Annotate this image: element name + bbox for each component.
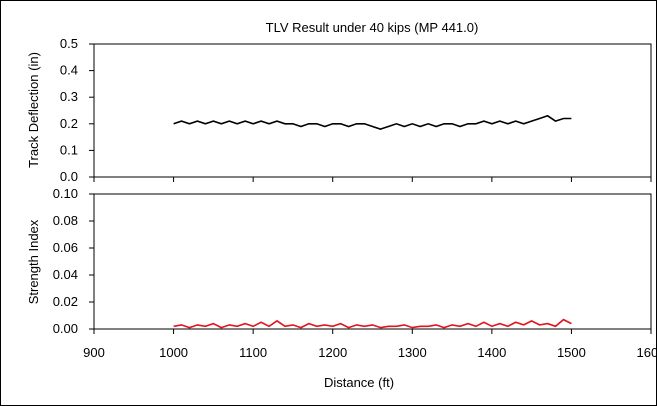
top-y-axis-label: Track Deflection (in) [26, 52, 41, 168]
y-tick-label: 0.10 [53, 186, 78, 201]
x-tick-label: 900 [83, 345, 105, 360]
y-tick-label: 0.2 [60, 116, 78, 131]
x-tick-label: 1100 [239, 345, 267, 360]
chart-title: TLV Result under 40 kips (MP 441.0) [266, 20, 479, 35]
x-tick-label: 1300 [398, 345, 427, 360]
y-tick-label: 0.02 [53, 294, 78, 309]
y-tick-label: 0.04 [53, 267, 78, 282]
deflection-series-line [173, 114, 572, 130]
y-tick-label: 0.08 [53, 213, 78, 228]
x-tick-label: 1000 [159, 345, 188, 360]
y-tick-label: 0.06 [53, 240, 78, 255]
x-tick-label: 1600 [637, 345, 657, 360]
y-tick-label: 0.5 [60, 36, 78, 51]
y-tick-label: 0.4 [60, 63, 78, 78]
y-tick-label: 0.00 [53, 321, 78, 336]
y-tick-label: 0.1 [60, 142, 78, 157]
x-tick-label: 1200 [318, 345, 347, 360]
bottom-plot-area [93, 193, 652, 330]
x-axis-label: Distance (ft) [324, 375, 394, 390]
x-tick-label: 1400 [477, 345, 506, 360]
top-plot-area [93, 43, 652, 178]
y-tick-label: 0.0 [60, 169, 78, 184]
strength-index-series-line [173, 318, 572, 329]
bottom-y-axis-label: Strength Index [26, 219, 41, 304]
x-tick-label: 1500 [557, 345, 586, 360]
y-tick-label: 0.3 [60, 89, 78, 104]
